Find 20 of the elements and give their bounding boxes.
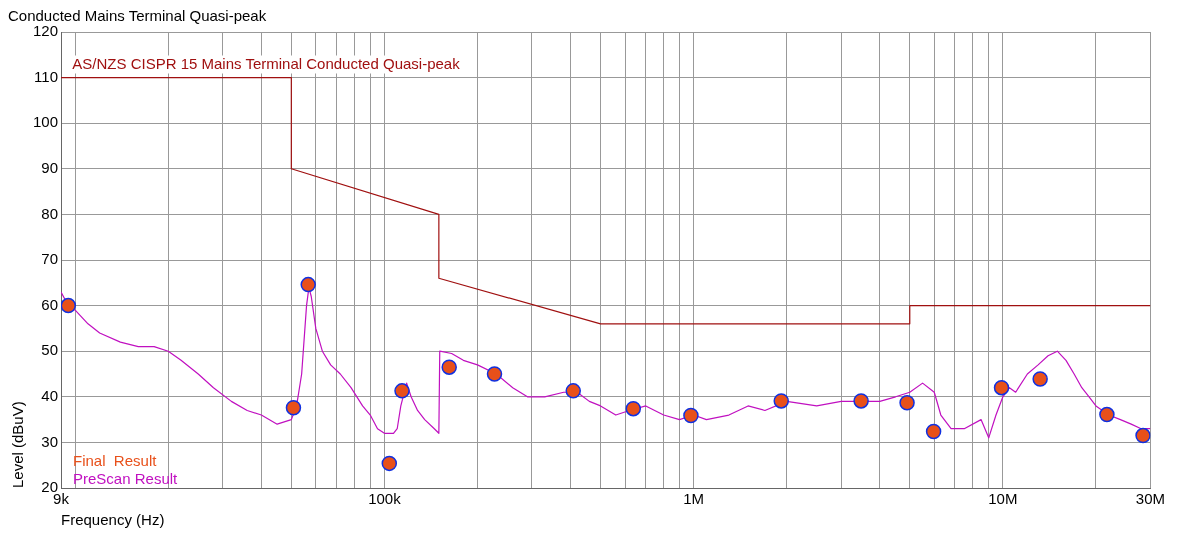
y-tick-label: 40: [41, 386, 59, 404]
y-tick-label: 90: [41, 158, 59, 176]
y-tick-label: 80: [41, 204, 59, 222]
y-tick-label: 120: [33, 22, 59, 40]
text: PreScan Result: [73, 470, 179, 488]
x-axis-title: Frequency (Hz): [61, 511, 165, 529]
y-axis-title: Level (dBuV): [9, 401, 27, 488]
y-tick-label: 100: [33, 113, 59, 131]
annotation: AS/NZS CISPR 15 Mains Terminal Conducted Quasi-peak: [72, 54, 461, 72]
chart-title: Conducted Mains Terminal Quasi-peak: [8, 7, 267, 25]
y-tick-label: 50: [41, 341, 59, 359]
y-tick-label: 110: [34, 67, 59, 85]
x-tick-label: 1M: [683, 490, 705, 508]
y-tick-label: 70: [41, 250, 59, 268]
x-tick-label: 10M: [988, 490, 1018, 508]
text: Final Result: [73, 452, 158, 470]
y-tick-label: 60: [41, 295, 59, 313]
x-tick-label: 100k: [368, 490, 402, 508]
y-tick-label: 30: [41, 432, 59, 450]
x-tick-label: 30M: [1135, 490, 1165, 508]
